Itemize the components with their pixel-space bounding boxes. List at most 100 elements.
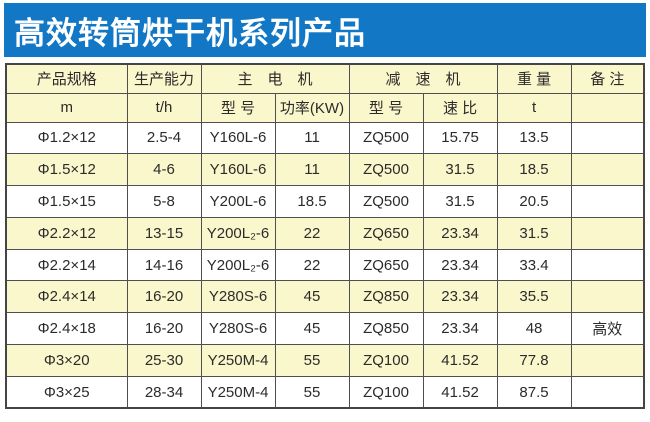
cell-note: 高效 (570, 312, 645, 346)
cell-speed_ratio: 23.34 (422, 280, 498, 314)
cell-reducer_model: ZQ500 (348, 185, 424, 218)
cell-motor_model: Y200L-6 (200, 185, 276, 218)
cell-note (570, 216, 645, 250)
cell-note (570, 280, 645, 314)
header-group-cell: 生产能力 (126, 63, 202, 94)
cell-spec: Φ3×25 (5, 375, 128, 409)
cell-spec: Φ1.5×15 (5, 185, 128, 218)
header-unit-cell: 速 比 (422, 92, 498, 123)
page-title-bar: 高效转筒烘干机系列产品 (4, 3, 646, 57)
header-group-cell: 产品规格 (5, 63, 128, 94)
cell-capacity: 13-15 (126, 216, 202, 250)
cell-capacity: 28-34 (126, 375, 202, 409)
header-unit-cell: t (496, 92, 572, 123)
cell-motor_power_kw: 22 (274, 248, 350, 282)
cell-note (570, 375, 645, 409)
header-unit-cell: 型 号 (348, 92, 424, 123)
cell-speed_ratio: 31.5 (422, 153, 498, 187)
header-row-groups: 产品规格 生产能力主 电 机减 速 机重 量备 注 (5, 63, 645, 94)
cell-speed_ratio: 41.52 (422, 375, 498, 409)
cell-note (570, 248, 645, 282)
table-row: Φ1.5×12 4-6 Y160L-6 11 ZQ500 31.5 18.5 (5, 153, 645, 187)
cell-spec: Φ2.4×18 (5, 312, 128, 346)
cell-weight_t: 31.5 (496, 216, 572, 250)
spec-table-body: Φ1.2×12 2.5-4 Y160L-6 11 ZQ500 15.75 13.5 Φ1.5×… (5, 121, 645, 409)
cell-capacity: 16-20 (126, 312, 202, 346)
cell-spec: Φ2.2×12 (5, 216, 128, 250)
spec-table: 产品规格 生产能力主 电 机减 速 机重 量备 注 m t/h 型 号功率(KW) 型 … (5, 63, 646, 410)
cell-weight_t: 87.5 (496, 375, 572, 409)
table-row: Φ1.5×15 5-8 Y200L-6 18.5 ZQ500 31.5 20.5 (5, 185, 645, 218)
cell-note (570, 185, 645, 218)
cell-weight_t: 33.4 (496, 248, 572, 282)
table-row: Φ2.2×14 14-16 Y200L₂-6 22 ZQ650 23.34 33.4 (5, 248, 645, 282)
cell-reducer_model: ZQ650 (348, 248, 424, 282)
cell-weight_t: 35.5 (496, 280, 572, 314)
cell-reducer_model: ZQ850 (348, 280, 424, 314)
cell-weight_t: 77.8 (496, 344, 572, 377)
cell-capacity: 4-6 (126, 153, 202, 187)
header-group-cell: 主 电 机 (200, 63, 350, 94)
cell-motor_model: Y280S-6 (200, 280, 276, 314)
cell-motor_model: Y280S-6 (200, 312, 276, 346)
table-row: Φ1.2×12 2.5-4 Y160L-6 11 ZQ500 15.75 13.5 (5, 121, 645, 155)
cell-motor_model: Y200L₂-6 (200, 248, 276, 282)
cell-capacity: 25-30 (126, 344, 202, 377)
header-unit-cell: m (5, 92, 128, 123)
cell-motor_power_kw: 11 (274, 153, 350, 187)
table-row: Φ2.4×18 16-20 Y280S-6 45 ZQ850 23.34 48 高效 (5, 312, 645, 346)
cell-weight_t: 18.5 (496, 153, 572, 187)
cell-reducer_model: ZQ100 (348, 344, 424, 377)
page-title: 高效转筒烘干机系列产品 (14, 15, 366, 51)
cell-reducer_model: ZQ850 (348, 312, 424, 346)
cell-motor_model: Y250M-4 (200, 375, 276, 409)
cell-motor_power_kw: 55 (274, 344, 350, 377)
header-group-cell: 重 量 (496, 63, 572, 94)
cell-motor_power_kw: 22 (274, 216, 350, 250)
header-unit-cell: 功率(KW) (274, 92, 350, 123)
cell-speed_ratio: 23.34 (422, 312, 498, 346)
cell-motor_model: Y160L-6 (200, 153, 276, 187)
cell-note (570, 153, 645, 187)
cell-speed_ratio: 23.34 (422, 248, 498, 282)
cell-capacity: 5-8 (126, 185, 202, 218)
cell-note (570, 344, 645, 377)
cell-motor_power_kw: 18.5 (274, 185, 350, 218)
cell-speed_ratio: 23.34 (422, 216, 498, 250)
cell-motor_power_kw: 45 (274, 280, 350, 314)
cell-spec: Φ2.2×14 (5, 248, 128, 282)
header-unit-cell: t/h (126, 92, 202, 123)
cell-reducer_model: ZQ500 (348, 153, 424, 187)
cell-spec: Φ1.2×12 (5, 121, 128, 155)
table-row: Φ2.4×14 16-20 Y280S-6 45 ZQ850 23.34 35.5 (5, 280, 645, 314)
cell-motor_power_kw: 45 (274, 312, 350, 346)
cell-spec: Φ1.5×12 (5, 153, 128, 187)
cell-motor_model: Y250M-4 (200, 344, 276, 377)
cell-reducer_model: ZQ500 (348, 121, 424, 155)
cell-motor_power_kw: 11 (274, 121, 350, 155)
cell-capacity: 14-16 (126, 248, 202, 282)
header-group-cell: 减 速 机 (348, 63, 498, 94)
cell-speed_ratio: 31.5 (422, 185, 498, 218)
cell-weight_t: 20.5 (496, 185, 572, 218)
cell-speed_ratio: 41.52 (422, 344, 498, 377)
cell-spec: Φ2.4×14 (5, 280, 128, 314)
spec-table-head: 产品规格 生产能力主 电 机减 速 机重 量备 注 m t/h 型 号功率(KW) 型 … (5, 63, 645, 123)
cell-motor_model: Y160L-6 (200, 121, 276, 155)
cell-weight_t: 13.5 (496, 121, 572, 155)
cell-capacity: 16-20 (126, 280, 202, 314)
header-unit-cell: 型 号 (200, 92, 276, 123)
table-row: Φ2.2×12 13-15 Y200L₂-6 22 ZQ650 23.34 31.5 (5, 216, 645, 250)
table-row: Φ3×25 28-34 Y250M-4 55 ZQ100 41.52 87.5 (5, 375, 645, 409)
cell-spec: Φ3×20 (5, 344, 128, 377)
cell-motor_power_kw: 55 (274, 375, 350, 409)
table-row: Φ3×20 25-30 Y250M-4 55 ZQ100 41.52 77.8 (5, 344, 645, 377)
cell-weight_t: 48 (496, 312, 572, 346)
cell-speed_ratio: 15.75 (422, 121, 498, 155)
cell-capacity: 2.5-4 (126, 121, 202, 155)
cell-reducer_model: ZQ100 (348, 375, 424, 409)
header-group-cell: 备 注 (570, 63, 645, 94)
cell-motor_model: Y200L₂-6 (200, 216, 276, 250)
header-unit-cell (570, 92, 645, 123)
